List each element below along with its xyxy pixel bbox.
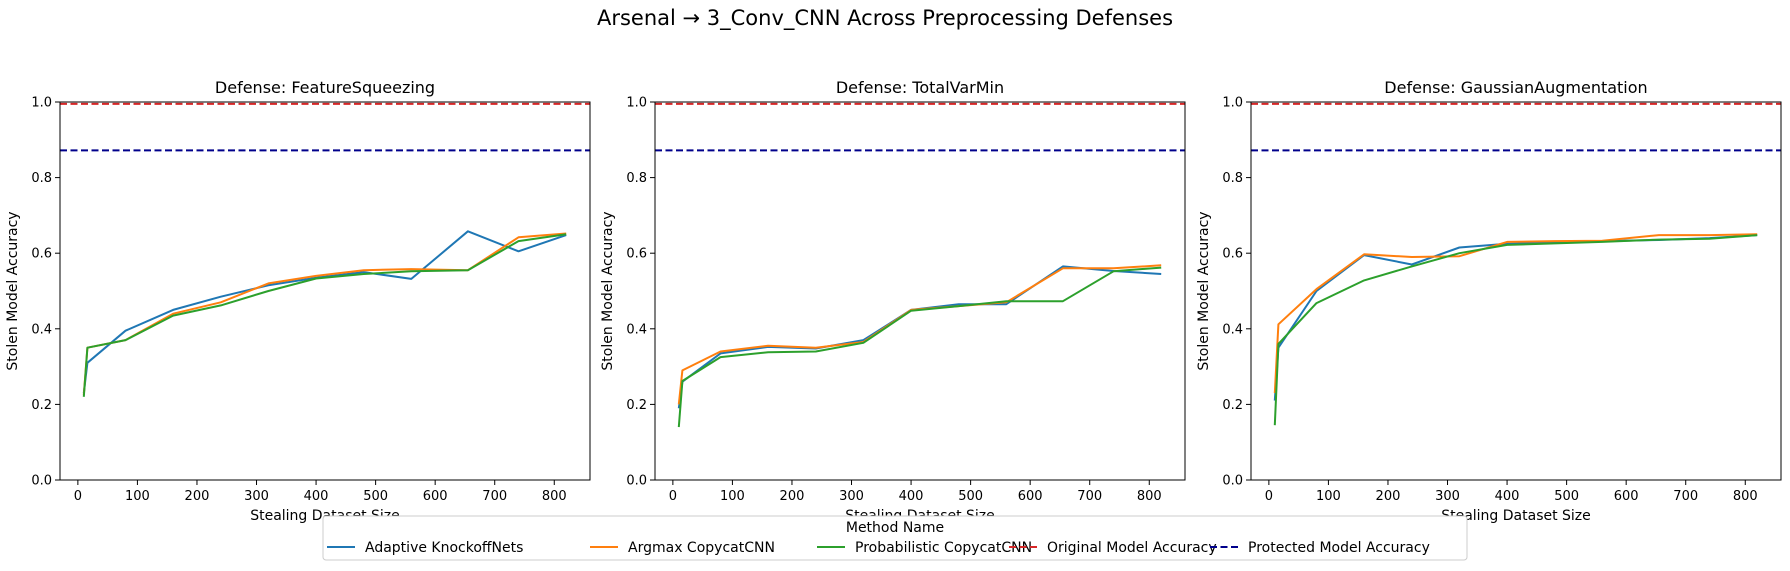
figure-suptitle: Arsenal → 3_Conv_CNN Across Preprocessin… — [597, 6, 1173, 31]
y-tick-label: 1.0 — [31, 96, 52, 111]
x-tick-label: 800 — [1733, 489, 1758, 504]
x-tick-label: 600 — [423, 489, 448, 504]
x-tick-label: 700 — [482, 489, 507, 504]
legend-item: Original Model Accuracy — [1009, 540, 1217, 556]
series-line — [82, 230, 567, 394]
y-tick-label: 0.2 — [31, 398, 52, 413]
legend-title: Method Name — [846, 520, 944, 536]
x-tick-label: 300 — [839, 489, 864, 504]
x-tick-label: 300 — [244, 489, 269, 504]
axes-frame — [59, 101, 591, 481]
x-tick-label: 400 — [304, 489, 329, 504]
y-tick-label: 0.2 — [1222, 398, 1243, 413]
plot-area — [60, 102, 590, 397]
x-tick-label: 0 — [669, 489, 677, 504]
panels: Defense: FeatureSqueezing 0 100 200 300 400 50… — [5, 78, 1782, 524]
plot-area — [655, 102, 1185, 428]
x-tick-label: 0 — [1265, 489, 1273, 504]
x-tick-label: 600 — [1614, 489, 1639, 504]
x-tick-label: 500 — [363, 489, 388, 504]
y-tick-label: 0.2 — [626, 398, 647, 413]
y-tick-label: 0.8 — [31, 171, 52, 186]
x-tick-label: 700 — [1077, 489, 1102, 504]
y-axis-label: Stolen Model Accuracy — [5, 211, 21, 370]
series-line — [1273, 234, 1758, 426]
series-line — [677, 266, 1162, 428]
y-tick-label: 1.0 — [1222, 96, 1243, 111]
x-tick-label: 300 — [1435, 489, 1460, 504]
y-axis-label: Stolen Model Accuracy — [1196, 211, 1212, 370]
x-tick-label: 800 — [542, 489, 567, 504]
legend-frame — [322, 515, 1468, 561]
panel-title: Defense: GaussianAugmentation — [1384, 78, 1647, 97]
y-axis-label: Stolen Model Accuracy — [600, 211, 616, 370]
legend-label: Argmax CopycatCNN — [628, 540, 775, 556]
legend-label: Adaptive KnockoffNets — [365, 540, 523, 556]
plot-area — [1251, 102, 1781, 426]
x-tick-label: 200 — [780, 489, 805, 504]
y-tick-label: 0.6 — [626, 247, 647, 262]
y-tick-label: 0.4 — [626, 322, 647, 337]
legend-item: Argmax CopycatCNN — [590, 540, 775, 556]
y-tick-label: 0.4 — [1222, 322, 1243, 337]
x-tick-label: 800 — [1137, 489, 1162, 504]
series-line — [82, 233, 567, 397]
panel-title: Defense: FeatureSqueezing — [215, 78, 435, 97]
legend-label: Original Model Accuracy — [1047, 540, 1217, 556]
x-tick-label: 500 — [958, 489, 983, 504]
x-tick-label: 100 — [1316, 489, 1341, 504]
legend-label: Protected Model Accuracy — [1248, 540, 1430, 556]
legend-items: Adaptive KnockoffNets Argmax CopycatCNN Pr… — [327, 540, 1430, 556]
x-tick-label: 400 — [1495, 489, 1520, 504]
panel-2: Defense: TotalVarMin 0 100 200 300 400 500 600 7… — [600, 78, 1186, 524]
legend-item: Protected Model Accuracy — [1210, 540, 1430, 556]
x-tick-label: 600 — [1018, 489, 1043, 504]
axes-frame — [1250, 101, 1782, 481]
series-line — [677, 265, 1162, 409]
x-tick-label: 400 — [899, 489, 924, 504]
panel-title: Defense: TotalVarMin — [836, 78, 1004, 97]
y-tick-label: 0.4 — [31, 322, 52, 337]
x-tick-label: 100 — [720, 489, 745, 504]
y-tick-label: 1.0 — [626, 96, 647, 111]
legend: Method Name Adaptive KnockoffNets Argmax … — [322, 515, 1468, 561]
y-tick-label: 0.0 — [626, 474, 647, 489]
series-line — [1273, 233, 1758, 394]
x-tick-label: 200 — [185, 489, 210, 504]
y-tick-label: 0.0 — [1222, 474, 1243, 489]
x-axis-label: Stealing Dataset Size — [1441, 508, 1591, 524]
series-line — [1273, 234, 1758, 401]
y-tick-label: 0.0 — [31, 474, 52, 489]
x-tick-label: 500 — [1554, 489, 1579, 504]
x-tick-label: 100 — [125, 489, 150, 504]
legend-label: Probabilistic CopycatCNN — [855, 540, 1032, 556]
panel-1: Defense: FeatureSqueezing 0 100 200 300 400 50… — [5, 78, 591, 524]
y-tick-label: 0.8 — [626, 171, 647, 186]
legend-item: Probabilistic CopycatCNN — [817, 540, 1032, 556]
x-tick-label: 0 — [74, 489, 82, 504]
panel-3: Defense: GaussianAugmentation 0 100 200 300 4… — [1196, 78, 1782, 524]
legend-item: Adaptive KnockoffNets — [327, 540, 523, 556]
axes-frame — [654, 101, 1186, 481]
y-tick-label: 0.6 — [31, 247, 52, 262]
series-line — [82, 232, 567, 395]
x-tick-label: 200 — [1376, 489, 1401, 504]
x-tick-label: 700 — [1673, 489, 1698, 504]
y-tick-label: 0.6 — [1222, 247, 1243, 262]
y-tick-label: 0.8 — [1222, 171, 1243, 186]
